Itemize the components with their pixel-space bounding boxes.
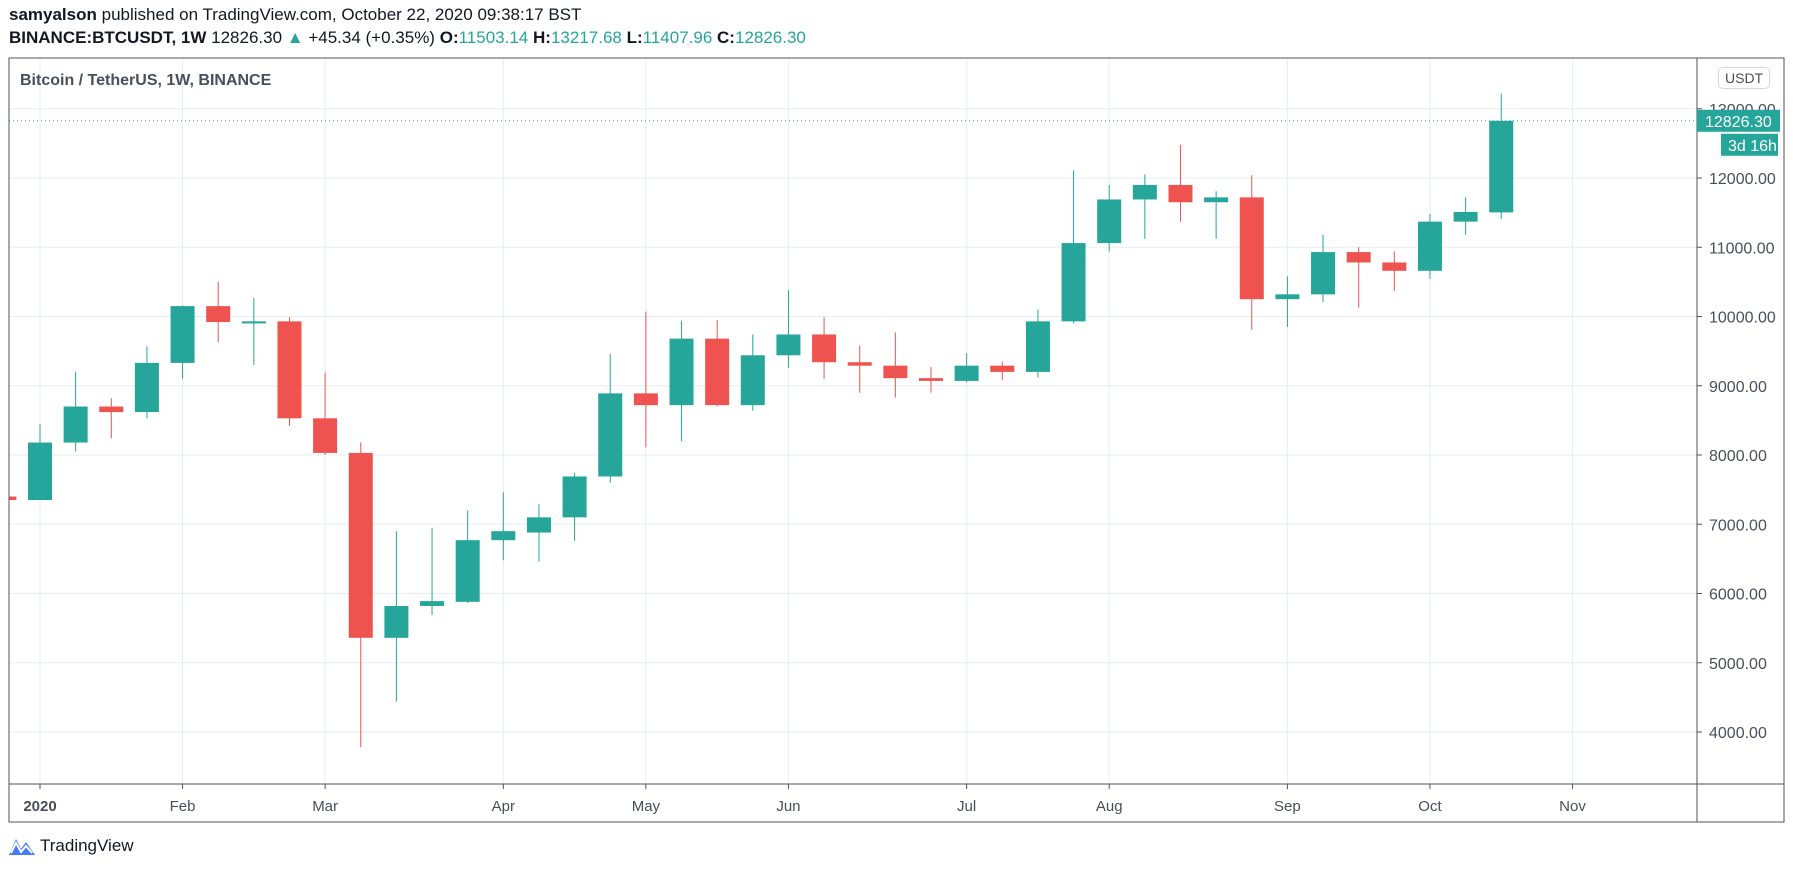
last-price-badge	[1697, 109, 1780, 132]
candle-up	[241, 321, 266, 324]
candle-up	[669, 338, 694, 406]
candle-up	[28, 442, 52, 501]
price-tick-label: 10000.00	[1709, 310, 1776, 327]
high-value: 13217.68	[550, 28, 622, 47]
time-tick-label: Sep	[1274, 798, 1301, 815]
time-tick-label: Apr	[492, 798, 515, 815]
candle-up	[1417, 221, 1442, 271]
candle-down	[277, 321, 302, 419]
publish-text: published on TradingView.com, October 22…	[101, 5, 582, 24]
last-price-badge-label: 12826.30	[1705, 114, 1772, 131]
candle-up	[170, 306, 195, 363]
low-value: 11407.96	[642, 28, 713, 47]
open-label: O:	[439, 28, 459, 47]
open-value: 11503.14	[458, 28, 529, 47]
price-tick-label: 7000.00	[1709, 517, 1767, 534]
candle-down	[206, 306, 231, 323]
candle-up	[1453, 211, 1478, 222]
close-value: 12826.30	[734, 28, 806, 47]
tradingview-logo-icon	[9, 839, 35, 855]
time-tick-label: Jun	[776, 798, 800, 815]
candle-up	[1311, 252, 1336, 295]
candle-up	[384, 605, 409, 638]
time-tick-label: Jul	[957, 798, 976, 815]
time-tick-label: Feb	[170, 798, 196, 815]
tradingview-logo[interactable]: TradingView	[8, 836, 134, 856]
time-tick-label: Mar	[312, 798, 338, 815]
candle-up	[740, 355, 765, 406]
candle-down	[883, 365, 908, 379]
last-price: 12826.30	[211, 28, 283, 47]
chart-title: Bitcoin / TetherUS, 1W, BINANCE	[20, 72, 272, 89]
chart-frame	[8, 57, 1785, 823]
candle-down	[633, 393, 658, 406]
candle-up	[63, 406, 88, 443]
countdown-badge	[1721, 133, 1778, 156]
candle-up	[526, 517, 551, 533]
author-name[interactable]: samyalson	[9, 5, 97, 24]
low-label: L:	[626, 28, 643, 47]
brand-name: TradingView	[40, 836, 134, 855]
candle-down	[990, 365, 1015, 372]
price-tick-label: 6000.00	[1709, 587, 1767, 604]
candle-up	[455, 540, 480, 602]
price-tick-label: 11000.00	[1709, 240, 1775, 257]
high-label: H:	[533, 28, 551, 47]
candle-down	[313, 418, 338, 453]
candle-up	[1275, 294, 1300, 300]
price-change: +45.34 (+0.35%)	[308, 28, 435, 47]
candle-down	[847, 362, 872, 366]
candle-up	[491, 531, 516, 541]
candle-up	[134, 362, 159, 413]
candle-up	[1489, 120, 1514, 213]
price-tick-label: 8000.00	[1709, 448, 1767, 465]
candle-up	[954, 365, 979, 381]
candle-up	[1061, 243, 1086, 322]
time-tick-label: 2020	[23, 798, 56, 815]
publish-info: samyalson published on TradingView.com, …	[9, 5, 581, 25]
candle-up	[598, 393, 623, 477]
candle-down	[705, 338, 730, 406]
price-tick-label: 12000.00	[1709, 171, 1776, 188]
candle-up	[1097, 199, 1122, 244]
candle-up	[420, 601, 445, 606]
candle-down	[812, 334, 837, 363]
candle-down	[99, 406, 124, 413]
candle-down	[1239, 197, 1264, 300]
close-label: C:	[717, 28, 735, 47]
candle-up	[776, 334, 801, 356]
price-tick-label: 9000.00	[1709, 379, 1767, 396]
candle-up	[1025, 321, 1050, 372]
symbol-label: BINANCE:BTCUSDT, 1W	[9, 28, 207, 47]
price-tick-label: 4000.00	[1709, 725, 1767, 742]
candle-down	[1346, 252, 1371, 263]
up-triangle-icon: ▲	[286, 28, 304, 47]
candle-down	[1382, 262, 1407, 271]
currency-button[interactable]: USDT	[1718, 67, 1771, 89]
candle-up	[1132, 184, 1157, 200]
countdown-label: 3d 16h	[1728, 138, 1777, 155]
candle-up	[562, 476, 587, 518]
time-tick-label: May	[632, 798, 661, 815]
candle-down	[1168, 184, 1193, 203]
time-tick-label: Aug	[1096, 798, 1123, 815]
time-tick-label: Nov	[1559, 798, 1586, 815]
candle-down	[9, 496, 17, 501]
candle-down	[919, 378, 943, 381]
price-tick-label: 5000.00	[1709, 656, 1767, 673]
time-tick-label: Oct	[1418, 798, 1442, 815]
symbol-info: BINANCE:BTCUSDT, 1W 12826.30 ▲ +45.34 (+…	[9, 28, 806, 48]
candle-down	[348, 452, 373, 638]
candle-up	[1204, 197, 1229, 203]
